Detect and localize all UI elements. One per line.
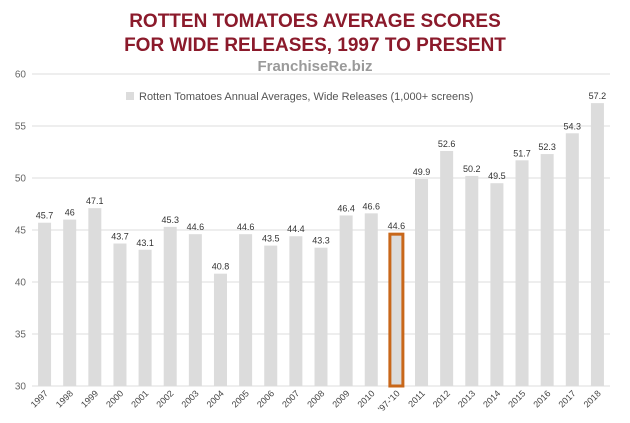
bar <box>213 273 227 386</box>
y-tick-label: 50 <box>15 174 27 185</box>
data-label: 43.3 <box>312 236 330 246</box>
bar <box>163 226 177 386</box>
bar <box>314 247 328 386</box>
y-tick-label: 35 <box>15 330 27 341</box>
bar <box>239 234 253 386</box>
x-tick-label: 2001 <box>129 388 150 409</box>
bar <box>415 179 429 386</box>
x-tick-label: 2011 <box>406 388 427 409</box>
x-tick-label: 2007 <box>280 388 301 409</box>
data-label: 44.6 <box>187 222 205 232</box>
data-label: 47.1 <box>86 196 104 206</box>
data-label: 44.4 <box>287 224 305 234</box>
data-label: 51.7 <box>513 148 531 158</box>
bar <box>138 249 152 386</box>
x-axis: 1997 1998 1999 2000 2001 2002 2003 2004 2005 2006… <box>29 388 603 414</box>
x-tick-label: 2017 <box>556 388 577 409</box>
x-tick-label: 2012 <box>431 388 452 409</box>
y-tick-label: 60 <box>15 70 27 81</box>
data-label: 40.8 <box>212 262 230 272</box>
bar <box>38 222 52 386</box>
x-tick-label: 2018 <box>582 388 603 409</box>
data-label: 46.6 <box>362 201 380 211</box>
bar <box>364 213 378 386</box>
chart-title-line-2: FOR WIDE RELEASES, 1997 TO PRESENT <box>124 35 506 56</box>
data-label: 52.3 <box>538 142 556 152</box>
data-label: 46 <box>65 208 75 218</box>
data-label: 43.7 <box>111 232 129 242</box>
x-tick-label: 1997 <box>29 388 50 409</box>
data-labels: 45.7 46 47.1 43.7 43.1 45.3 44.6 40.8 44.6 43.5 44… <box>36 91 606 272</box>
data-label: 49.9 <box>413 167 431 177</box>
x-tick-label: 2008 <box>305 388 326 409</box>
y-tick-label: 30 <box>15 382 27 393</box>
bar-highlight <box>388 232 405 388</box>
chart-title-line-1: ROTTEN TOMATOES AVERAGE SCORES <box>129 11 501 32</box>
bar <box>188 234 202 386</box>
bar <box>289 236 303 386</box>
bar <box>465 175 479 386</box>
bar <box>264 245 278 386</box>
y-tick-label: 55 <box>15 122 27 133</box>
x-tick-label: 2004 <box>205 388 226 409</box>
bars <box>38 103 604 388</box>
data-label: 50.2 <box>463 164 481 174</box>
x-tick-label: 2002 <box>154 388 175 409</box>
bar <box>339 215 353 386</box>
chart-subtitle: FranchiseRe.biz <box>257 58 372 75</box>
data-label: 52.6 <box>438 139 456 149</box>
bar <box>63 219 77 386</box>
data-label: 45.3 <box>161 215 179 225</box>
x-tick-label: 2000 <box>104 388 125 409</box>
x-tick-label: 2010 <box>355 388 376 409</box>
x-tick-label: 2015 <box>506 388 527 409</box>
bar <box>590 103 604 387</box>
legend-swatch <box>126 92 134 100</box>
x-tick-label: 1998 <box>54 388 75 409</box>
x-tick-label: 2014 <box>481 388 502 409</box>
bar <box>540 154 554 386</box>
bar <box>490 183 504 386</box>
x-tick-label: 2009 <box>330 388 351 409</box>
x-tick-label: 2013 <box>456 388 477 409</box>
bar <box>88 208 102 386</box>
x-tick-label: '97-'10 <box>376 388 402 414</box>
data-label: 57.2 <box>589 91 607 101</box>
x-tick-label: 1999 <box>79 388 100 409</box>
bar <box>565 133 579 386</box>
legend-label: Rotten Tomatoes Annual Averages, Wide Re… <box>139 91 473 103</box>
data-label: 43.5 <box>262 234 280 244</box>
bar <box>440 150 454 386</box>
data-label: 54.3 <box>564 121 582 131</box>
data-label: 49.5 <box>488 171 506 181</box>
data-label: 44.6 <box>388 221 406 231</box>
data-label: 43.1 <box>136 238 154 248</box>
bar <box>113 243 127 386</box>
data-label: 45.7 <box>36 211 54 221</box>
x-tick-label: 2006 <box>255 388 276 409</box>
legend: Rotten Tomatoes Annual Averages, Wide Re… <box>126 91 473 103</box>
y-axis: 30 35 40 45 50 55 60 <box>15 70 27 393</box>
x-tick-label: 2003 <box>180 388 201 409</box>
bar <box>515 160 529 386</box>
y-tick-label: 45 <box>15 226 27 237</box>
y-tick-label: 40 <box>15 278 27 289</box>
data-label: 44.6 <box>237 222 255 232</box>
x-tick-label: 2005 <box>230 388 251 409</box>
x-tick-label: 2016 <box>531 388 552 409</box>
data-label: 46.4 <box>337 203 355 213</box>
